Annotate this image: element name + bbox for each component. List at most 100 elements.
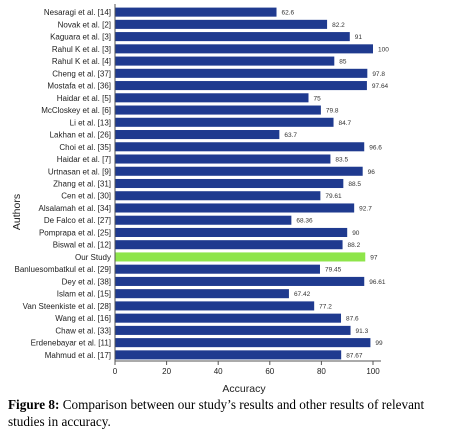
category-label: Kaguara et al. [3] [50, 33, 111, 42]
category-label: Zhang et al. [31] [53, 180, 111, 189]
x-tick-label: 100 [366, 367, 380, 376]
bar-value-label: 96.61 [369, 279, 386, 286]
bar [115, 325, 351, 335]
bar-value-label: 77.2 [319, 303, 332, 310]
bar-value-label: 100 [378, 46, 389, 53]
category-label: Nesaragi et al. [14] [44, 8, 111, 17]
category-labels-group: Nesaragi et al. [14] Novak et al. [2] Kagu… [14, 8, 111, 360]
x-ticks-group: 0 20 40 60 80 100 [113, 361, 380, 376]
category-label: Cheng et al. [37] [52, 69, 111, 78]
bar [115, 117, 334, 127]
x-tick-label: 0 [113, 367, 118, 376]
bar [115, 7, 277, 17]
bar-value-label: 62.6 [282, 10, 295, 17]
bar-value-label: 84.7 [339, 120, 352, 127]
bar [115, 44, 373, 54]
category-label: Alsalamah et al. [34] [39, 204, 111, 213]
bar-value-label: 96.6 [369, 144, 382, 151]
category-label: Mahmud et al. [17] [45, 351, 111, 360]
x-tick-label: 40 [214, 367, 223, 376]
bar-value-label: 82.2 [332, 22, 345, 29]
bar-value-label: 91.3 [356, 328, 369, 335]
caption-label: Figure 8: [8, 397, 60, 412]
bar [115, 32, 350, 42]
bar [115, 313, 342, 323]
bar [115, 350, 342, 360]
category-label: Haidar et al. [7] [57, 155, 111, 164]
category-label: Haidar et al. [5] [57, 94, 111, 103]
bar-value-label: 90 [352, 230, 360, 237]
y-axis-title: Authors [11, 194, 23, 230]
bar [115, 166, 363, 176]
bar [115, 289, 289, 299]
bar-value-label: 97.64 [372, 83, 389, 90]
bar-value-label: 87.67 [346, 352, 363, 359]
figure-caption: Figure 8: Comparison between our study’s… [8, 396, 444, 430]
bar-value-label: 99 [375, 340, 383, 347]
category-label: Urtnasan et al. [9] [48, 167, 111, 176]
bar [115, 215, 292, 225]
bar [115, 240, 343, 250]
category-label: Choi et al. [35] [59, 143, 111, 152]
bar-value-label: 79.61 [325, 193, 342, 200]
bar [115, 105, 321, 115]
bar-value-label: 83.5 [335, 157, 348, 164]
bar [115, 203, 355, 213]
category-label: Islam et al. [15] [57, 290, 111, 299]
bar-value-label: 68.36 [296, 218, 313, 225]
category-label: Rahul K et al. [3] [52, 45, 111, 54]
category-label: Our Study [75, 253, 111, 262]
category-label: De Falco et al. [27] [44, 216, 111, 225]
category-label: Rahul K et al. [4] [52, 57, 111, 66]
category-label: Mostafa et al. [36] [47, 82, 111, 91]
bar [115, 191, 321, 201]
category-label: Dey et al. [38] [62, 277, 111, 286]
bar [115, 264, 320, 274]
x-tick-label: 80 [317, 367, 326, 376]
category-label: Novak et al. [2] [58, 20, 111, 29]
bar [115, 252, 366, 262]
bar [115, 130, 280, 140]
bar-value-label: 79.8 [326, 108, 339, 115]
category-label: Lakhan et al. [26] [50, 131, 111, 140]
bar [115, 178, 344, 189]
x-axis-title: Accuracy [222, 383, 266, 395]
bar [115, 81, 367, 91]
category-label: Pomprapa et al. [25] [39, 228, 111, 237]
bar-value-label: 96 [368, 169, 376, 176]
bars-group [115, 7, 373, 360]
bar [115, 19, 328, 29]
bar-value-label: 97.8 [372, 71, 385, 78]
caption-text: Comparison between our study’s results a… [8, 397, 425, 429]
bar-value-label: 91 [355, 34, 363, 41]
category-label: Banluesombatkul et al. [29] [14, 265, 111, 274]
bar [115, 227, 348, 237]
value-labels-group: 62.6 82.2 91 100 85 97.8 97.64 75 79.884.7 63.7 96… [282, 10, 390, 360]
category-label: Wang et al. [16] [55, 314, 111, 323]
bar-value-label: 67.42 [294, 291, 311, 298]
category-label: Erdenebayar et al. [11] [31, 339, 111, 348]
category-label: McCloskey et al. [6] [41, 106, 111, 115]
bar [115, 301, 315, 311]
x-tick-label: 20 [162, 367, 171, 376]
category-label: Van Steenkiste et al. [28] [23, 302, 111, 311]
bar-value-label: 75 [314, 95, 322, 102]
bar [115, 68, 368, 78]
bar-value-label: 79.45 [325, 267, 342, 274]
bar [115, 338, 371, 348]
category-label: Chaw et al. [33] [55, 326, 111, 335]
bar-value-label: 88.5 [348, 181, 361, 188]
bar-value-label: 87.6 [346, 316, 359, 323]
bar-value-label: 85 [339, 59, 347, 66]
x-tick-label: 60 [265, 367, 274, 376]
category-label: Cen et al. [30] [61, 192, 111, 201]
bar [115, 93, 309, 103]
category-label: Biswal et al. [12] [53, 241, 111, 250]
category-label: Li et al. [13] [70, 118, 111, 127]
bar-value-label: 88.2 [348, 242, 361, 249]
bar-value-label: 63.7 [284, 132, 297, 139]
bar [115, 56, 335, 66]
bar [115, 276, 365, 286]
bar [115, 154, 331, 164]
